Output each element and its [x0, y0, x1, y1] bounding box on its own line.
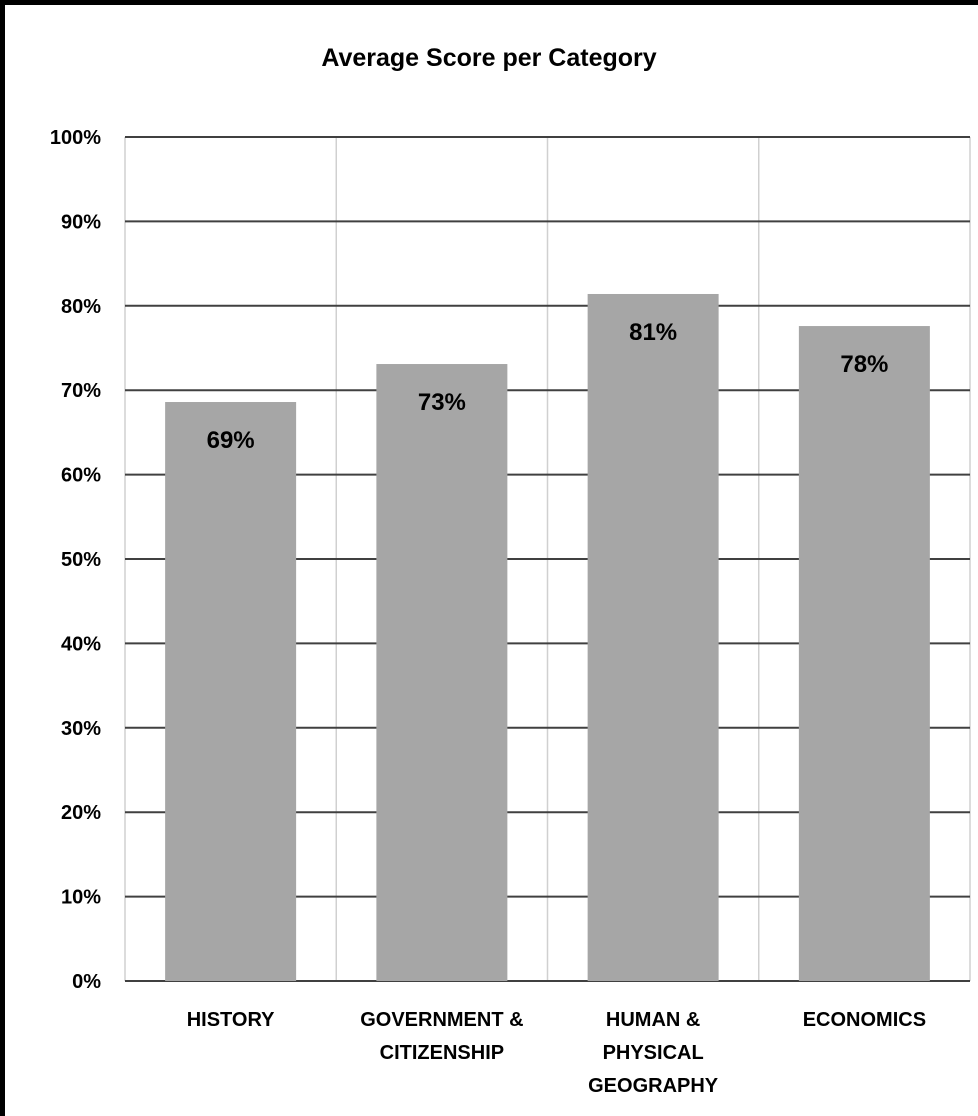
x-category-label: HUMAN &	[606, 1009, 700, 1031]
x-category-label: ECONOMICS	[803, 1009, 926, 1031]
bar	[798, 326, 930, 981]
chart-title: Average Score per Category	[321, 44, 657, 72]
x-category-label: GOVERNMENT &	[360, 1009, 523, 1031]
y-tick-label: 90%	[61, 211, 101, 233]
bar-data-label: 69%	[207, 427, 255, 454]
y-tick-label: 40%	[61, 633, 101, 655]
x-category-label: PHYSICAL	[603, 1042, 704, 1064]
y-tick-label: 50%	[61, 549, 101, 571]
y-tick-label: 80%	[61, 296, 101, 318]
bar-data-label: 73%	[418, 389, 466, 416]
x-category-label: CITIZENSHIP	[380, 1042, 504, 1064]
y-tick-label: 70%	[61, 380, 101, 402]
bar	[376, 364, 508, 981]
x-category-label: GEOGRAPHY	[588, 1075, 719, 1097]
y-tick-label: 0%	[72, 971, 101, 993]
x-category-label: HISTORY	[187, 1009, 275, 1031]
bar	[165, 402, 297, 981]
y-tick-label: 60%	[61, 465, 101, 487]
y-tick-label: 100%	[50, 127, 101, 149]
bar-data-label: 81%	[629, 319, 677, 346]
y-tick-label: 30%	[61, 718, 101, 740]
bar	[587, 293, 719, 981]
y-tick-label: 10%	[61, 887, 101, 909]
y-tick-label: 20%	[61, 802, 101, 824]
bar-data-label: 78%	[840, 351, 888, 378]
